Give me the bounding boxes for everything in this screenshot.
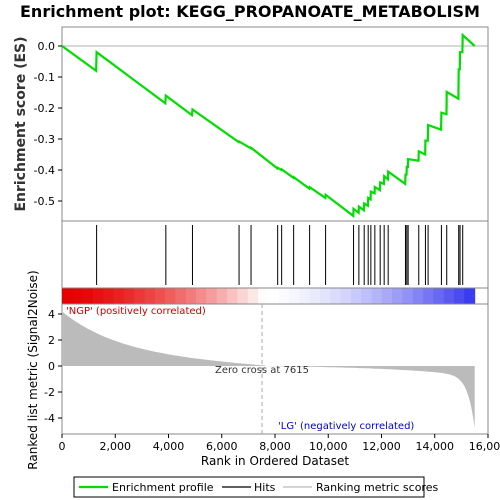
color-bar-segment xyxy=(288,288,300,304)
x-tick-label: 8,000 xyxy=(259,440,291,453)
color-bar-panel xyxy=(61,287,489,305)
color-bar-segment xyxy=(154,288,166,304)
color-bar-segment xyxy=(92,288,104,304)
color-bar-segment xyxy=(175,288,187,304)
color-bar-segment xyxy=(433,288,445,304)
es-y-tick-label: -0.2 xyxy=(34,102,55,115)
color-bar-segment xyxy=(237,288,249,304)
hits-panel-frame xyxy=(61,220,489,289)
legend-metric-label: Ranking metric scores xyxy=(316,481,438,494)
color-bar-segment xyxy=(443,288,455,304)
x-tick-label: 12,000 xyxy=(362,440,401,453)
color-bar-segment xyxy=(134,288,146,304)
x-tick-label: 0 xyxy=(59,440,66,453)
negative-correlation-label: 'LG' (negatively correlated) xyxy=(278,421,414,432)
color-bar-segment xyxy=(144,288,156,304)
es-panel-frame xyxy=(61,26,489,222)
x-tick-label: 16,000 xyxy=(469,440,500,453)
es-y-ticks: 0.0 -0.1 -0.2 -0.3 -0.4 -0.5 xyxy=(34,40,62,208)
chart-title: Enrichment plot: KEGG_PROPANOATE_METABOL… xyxy=(20,2,480,21)
metric-y-tick-label: 2 xyxy=(48,334,55,347)
color-bar-segment xyxy=(340,288,352,304)
x-tick-label: 6,000 xyxy=(206,440,238,453)
color-bar-segment xyxy=(216,288,228,304)
color-bar-segment xyxy=(123,288,135,304)
zero-cross-label: Zero cross at 7615 xyxy=(215,365,309,376)
color-bar-segment xyxy=(72,288,84,304)
x-axis-label: Rank in Ordered Dataset xyxy=(201,454,349,468)
color-bar-segment xyxy=(350,288,362,304)
color-bar-segment xyxy=(103,288,115,304)
color-bar-segment xyxy=(412,288,424,304)
color-bar-segment xyxy=(258,288,269,304)
color-bar-segment xyxy=(454,288,465,304)
color-bar-segment xyxy=(392,288,403,304)
legend-hits-label: Hits xyxy=(254,481,276,494)
x-tick-label: 2,000 xyxy=(100,440,132,453)
color-bar-segment xyxy=(423,288,434,304)
metric-y-axis-label: Ranked list metric (Signal2Noise) xyxy=(26,270,40,469)
color-bar-segment xyxy=(402,288,414,304)
es-y-tick-label: -0.3 xyxy=(34,133,55,146)
es-y-tick-label: -0.4 xyxy=(34,164,55,177)
metric-panel: 4 2 0 -2 -4 'NGP' (positively correlated) Ze… xyxy=(44,303,489,435)
color-bar-segment xyxy=(278,288,290,304)
color-bar-segment xyxy=(113,288,125,304)
es-y-tick-label: 0.0 xyxy=(38,40,56,53)
color-bar-segment xyxy=(247,288,259,304)
color-bar-segment xyxy=(381,288,393,304)
rank-color-bar xyxy=(62,288,476,304)
color-bar-segment xyxy=(371,288,383,304)
color-bar-segment xyxy=(185,288,197,304)
hits-panel xyxy=(61,220,489,289)
es-y-tick-label: -0.1 xyxy=(34,71,55,84)
color-bar-segment xyxy=(319,288,331,304)
metric-y-tick-label: 0 xyxy=(48,360,55,373)
color-bar-segment xyxy=(165,288,176,304)
color-bar-segment xyxy=(196,288,207,304)
hit-markers xyxy=(96,225,464,285)
color-bar-segment xyxy=(82,288,94,304)
x-tick-label: 10,000 xyxy=(309,440,348,453)
x-tick-label: 4,000 xyxy=(153,440,185,453)
positive-correlation-label: 'NGP' (positively correlated) xyxy=(66,306,206,317)
es-y-axis-label: Enrichment score (ES) xyxy=(13,36,29,211)
metric-y-tick-label: -4 xyxy=(44,412,55,425)
color-bar-segment xyxy=(309,288,321,304)
enrichment-profile-line xyxy=(61,32,476,219)
es-panel: 0.0 -0.1 -0.2 -0.3 -0.4 -0.5 xyxy=(34,26,489,222)
es-y-tick-label: -0.5 xyxy=(34,195,55,208)
metric-y-tick-label: 4 xyxy=(48,308,55,321)
color-bar-segment xyxy=(268,288,280,304)
color-bar-segment xyxy=(206,288,218,304)
color-bar-segment xyxy=(227,288,238,304)
x-axis: 0 2,000 4,000 6,000 8,000 10,000 12,000 14,000 1… xyxy=(59,434,500,453)
legend-enrichment-label: Enrichment profile xyxy=(112,481,214,494)
metric-y-ticks: 4 2 0 -2 -4 xyxy=(44,308,62,425)
metric-y-tick-label: -2 xyxy=(44,386,55,399)
color-bar-segment xyxy=(299,288,311,304)
color-bar-segment xyxy=(330,288,342,304)
color-bar-segment xyxy=(361,288,373,304)
color-bar-segment xyxy=(62,288,73,304)
legend: Enrichment profile Hits Ranking metric s… xyxy=(73,476,438,498)
x-tick-label: 14,000 xyxy=(416,440,455,453)
color-bar-segment xyxy=(464,288,476,304)
